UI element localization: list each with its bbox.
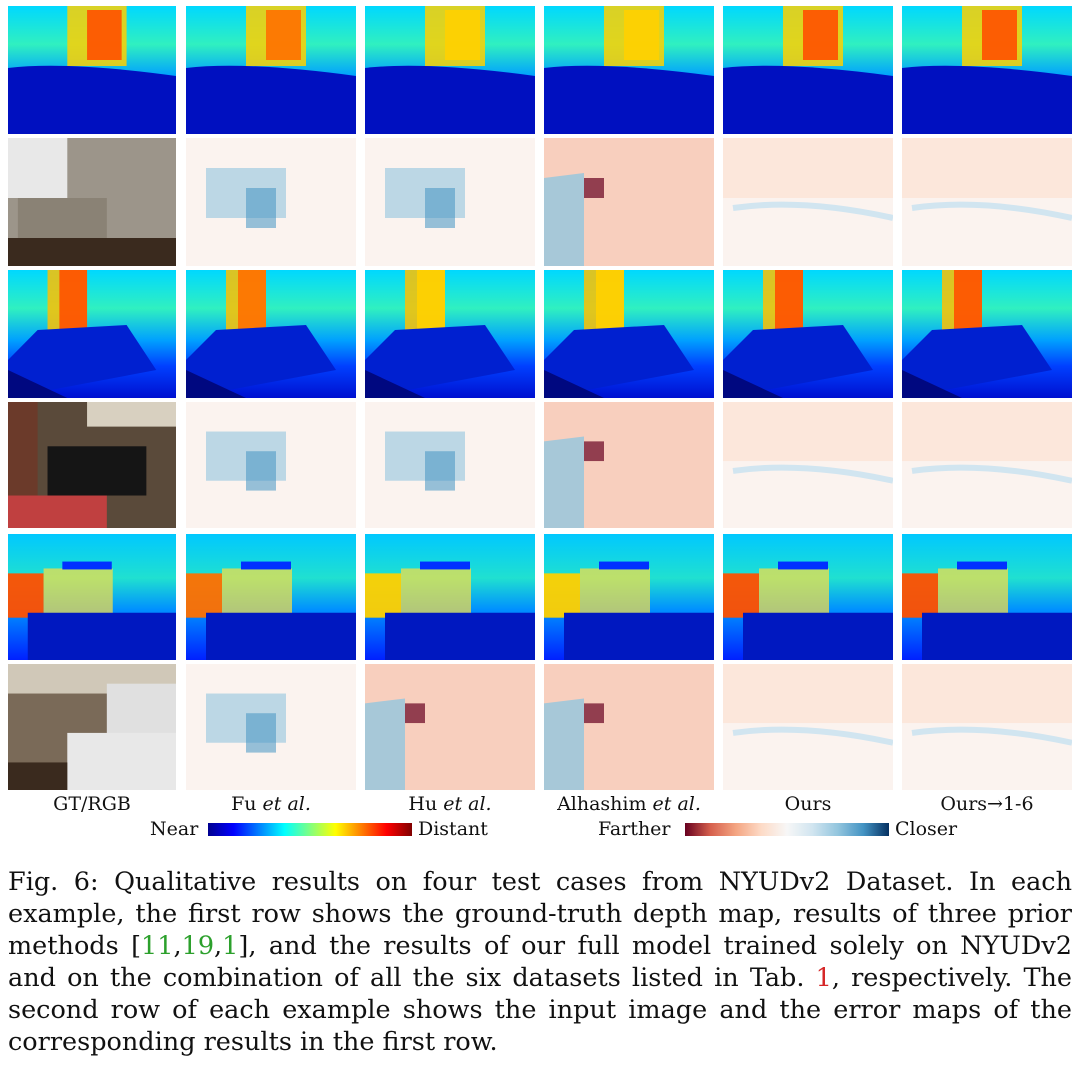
depth-map-fu-example-1 <box>186 6 356 134</box>
depth-map-ours-1-6-example-3 <box>902 534 1072 660</box>
col-label-alhashim: Alhashim et al. <box>557 793 701 815</box>
depth-map-alhashim-example-3 <box>544 534 714 660</box>
depth-map-ours-example-3 <box>723 534 893 660</box>
legend-distant-label: Distant <box>418 818 488 840</box>
error-map-ours-1-6-example-1 <box>902 138 1072 266</box>
col-label-fu: Fu et al. <box>231 793 311 815</box>
depth-map-alhashim-example-2 <box>544 270 714 398</box>
legend-closer-label: Closer <box>895 818 958 840</box>
error-map-fu-example-2 <box>186 402 356 528</box>
depth-map-alhashim-example-1 <box>544 6 714 134</box>
depth-map-hu-example-2 <box>365 270 535 398</box>
rgb-image-example-2 <box>8 402 176 528</box>
depth-map-hu-example-1 <box>365 6 535 134</box>
col-label-ours: Ours <box>784 793 832 815</box>
depth-map-gt-rgb-example-2 <box>8 270 176 398</box>
error-map-ours-1-6-example-2 <box>902 402 1072 528</box>
depth-map-fu-example-3 <box>186 534 356 660</box>
depth-map-gt-rgb-example-1 <box>8 6 176 134</box>
error-map-fu-example-1 <box>186 138 356 266</box>
error-map-alhashim-example-3 <box>544 664 714 790</box>
legend-farther-label: Farther <box>598 818 671 840</box>
depth-map-ours-1-6-example-1 <box>902 6 1072 134</box>
col-label-gt-rgb: GT/RGB <box>53 793 131 815</box>
error-map-ours-1-6-example-3 <box>902 664 1072 790</box>
col-label-ours-1-6: Ours→1-6 <box>940 793 1034 815</box>
error-map-ours-example-1 <box>723 138 893 266</box>
col-label-hu: Hu et al. <box>408 793 492 815</box>
error-colorbar <box>685 823 889 836</box>
citation-link[interactable]: 19 <box>181 931 215 961</box>
error-map-ours-example-3 <box>723 664 893 790</box>
error-map-alhashim-example-2 <box>544 402 714 528</box>
depth-map-ours-example-1 <box>723 6 893 134</box>
figure-caption: Fig. 6: Qualitative results on four test… <box>8 867 1072 1057</box>
citation-link[interactable]: 1 <box>222 931 239 961</box>
figure-grid <box>8 6 1072 790</box>
depth-map-gt-rgb-example-3 <box>8 534 176 660</box>
depth-map-ours-1-6-example-2 <box>902 270 1072 398</box>
error-map-alhashim-example-1 <box>544 138 714 266</box>
legend-near-label: Near <box>150 818 199 840</box>
rgb-image-example-3 <box>8 664 176 790</box>
error-map-fu-example-3 <box>186 664 356 790</box>
depth-map-hu-example-3 <box>365 534 535 660</box>
error-map-hu-example-1 <box>365 138 535 266</box>
error-map-hu-example-2 <box>365 402 535 528</box>
citation-link[interactable]: 11 <box>141 931 174 961</box>
depth-colorbar <box>208 823 412 836</box>
error-map-ours-example-2 <box>723 402 893 528</box>
error-map-hu-example-3 <box>365 664 535 790</box>
depth-map-fu-example-2 <box>186 270 356 398</box>
table-reference-link[interactable]: 1 <box>815 963 832 993</box>
rgb-image-example-1 <box>8 138 176 266</box>
depth-map-ours-example-2 <box>723 270 893 398</box>
